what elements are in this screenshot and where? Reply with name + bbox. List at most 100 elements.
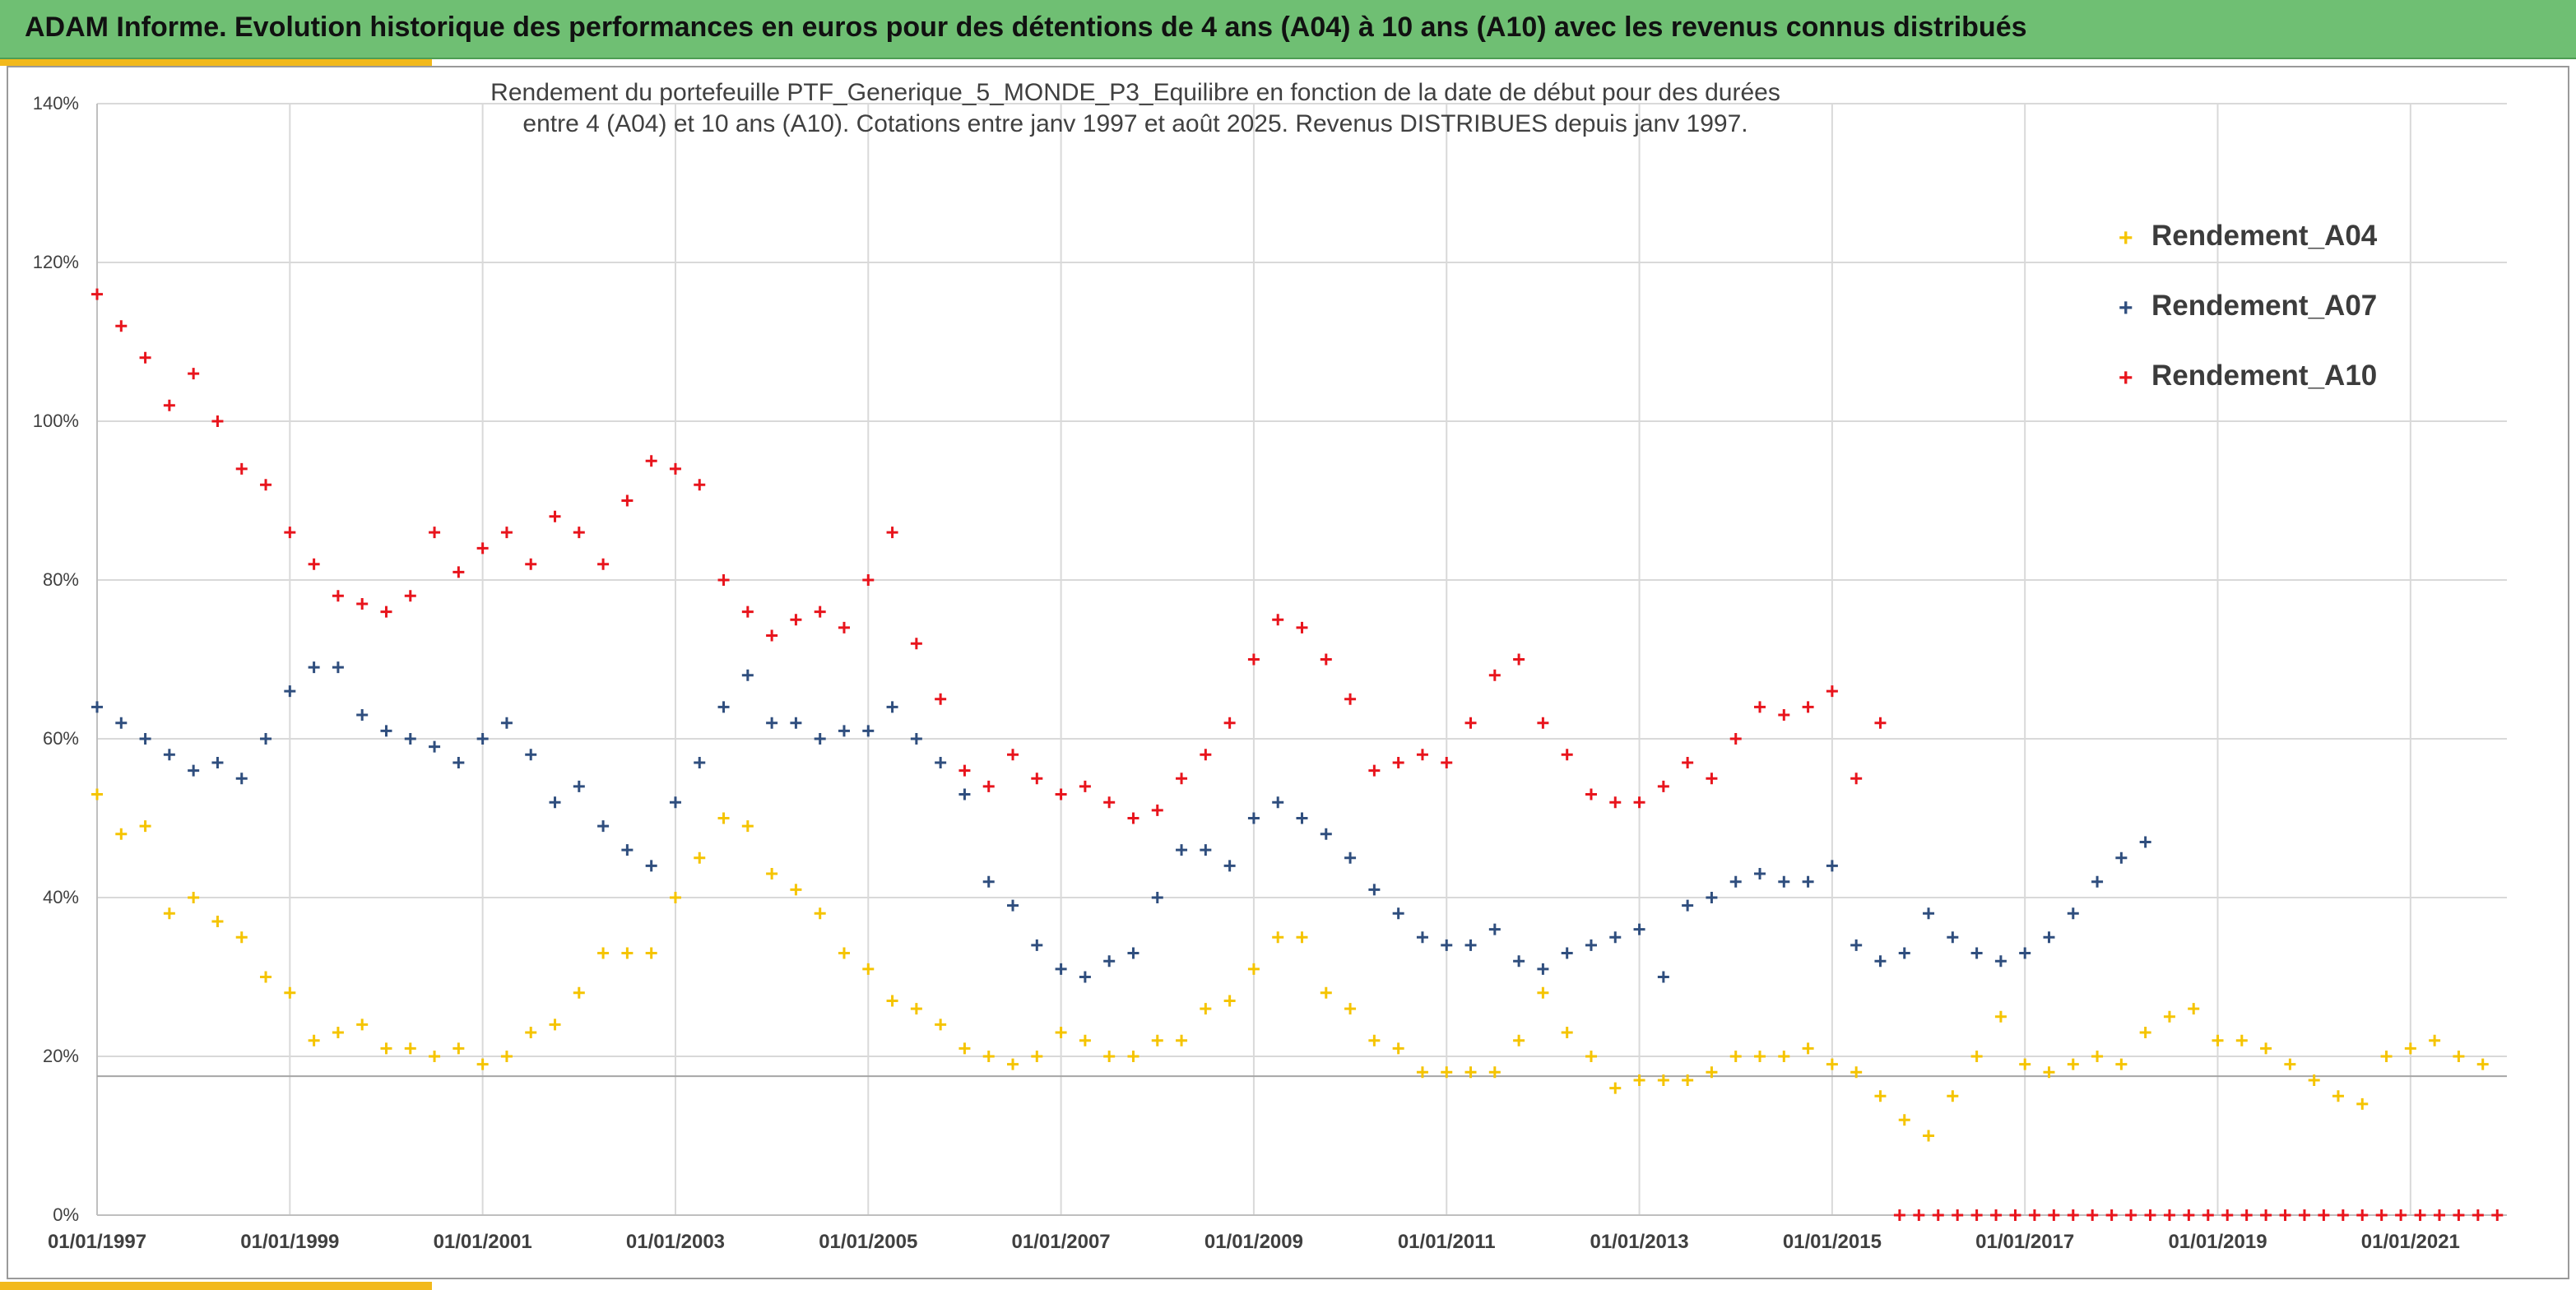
data-point xyxy=(1537,963,1549,975)
data-point xyxy=(139,733,151,745)
data-point xyxy=(1729,1051,1742,1062)
data-point xyxy=(525,749,537,761)
x-tick-label: 01/01/2017 xyxy=(1975,1231,2074,1253)
data-point xyxy=(235,462,248,475)
data-point xyxy=(115,320,128,332)
data-point xyxy=(1176,844,1188,856)
data-point xyxy=(1952,1209,1964,1221)
data-point xyxy=(2067,1209,2079,1221)
data-point xyxy=(1441,756,1453,768)
data-point xyxy=(573,780,585,792)
data-point xyxy=(669,796,681,809)
data-point xyxy=(404,1042,416,1055)
data-point xyxy=(1778,709,1790,722)
legend-label-a10: Rendement_A10 xyxy=(2151,360,2378,392)
x-tick-label: 01/01/2007 xyxy=(1012,1231,1111,1253)
x-tick-label: 01/01/1997 xyxy=(48,1231,146,1253)
data-point xyxy=(1947,931,1959,944)
data-point xyxy=(2380,1051,2393,1062)
data-point xyxy=(886,527,898,539)
data-point xyxy=(188,892,200,903)
data-point xyxy=(1898,1114,1910,1126)
x-tick-label: 01/01/1999 xyxy=(240,1231,339,1253)
data-point xyxy=(163,399,175,411)
data-point xyxy=(1416,931,1428,944)
data-point xyxy=(2188,1003,2200,1015)
plus-marker-icon: + xyxy=(2119,225,2133,252)
data-point xyxy=(2472,1209,2484,1221)
data-point xyxy=(2414,1209,2426,1221)
data-point xyxy=(91,288,103,300)
x-tick-label: 01/01/2011 xyxy=(1398,1231,1496,1253)
data-point xyxy=(2183,1209,2195,1221)
data-point xyxy=(1850,939,1863,951)
data-point xyxy=(958,788,971,800)
data-point xyxy=(429,1051,441,1062)
data-point xyxy=(1344,851,1357,864)
data-point xyxy=(2202,1209,2214,1221)
data-point xyxy=(2476,1058,2489,1070)
data-point xyxy=(669,892,681,903)
data-point xyxy=(1990,1209,2003,1221)
data-point xyxy=(621,947,634,959)
data-point xyxy=(1802,875,1814,888)
y-axis-ticks: 0% 20% 40% 60% 80% 100% 120% 140% xyxy=(33,93,79,1225)
data-point xyxy=(935,1019,947,1031)
data-point xyxy=(766,868,778,880)
data-point xyxy=(1031,1051,1043,1062)
data-point xyxy=(91,701,103,713)
data-point xyxy=(1778,875,1790,888)
data-point xyxy=(139,351,151,364)
y-tick-label: 60% xyxy=(43,728,79,749)
data-point xyxy=(1103,955,1116,968)
data-point xyxy=(2105,1209,2118,1221)
data-point xyxy=(1079,1034,1091,1046)
data-point xyxy=(573,527,585,539)
data-point xyxy=(1464,1066,1477,1079)
data-point xyxy=(1633,1074,1645,1086)
data-point xyxy=(91,788,103,800)
data-point xyxy=(332,1027,344,1039)
data-point xyxy=(1970,1209,1983,1221)
data-point xyxy=(1007,1058,1019,1070)
data-point xyxy=(1513,653,1525,666)
data-point xyxy=(1826,1058,1838,1070)
y-tick-label: 120% xyxy=(33,252,79,272)
data-point xyxy=(1923,1130,1935,1142)
data-point xyxy=(1682,899,1694,912)
data-point xyxy=(549,510,561,522)
data-point xyxy=(1103,796,1116,809)
data-point xyxy=(332,590,344,602)
data-point xyxy=(1609,796,1622,809)
data-point xyxy=(188,368,200,380)
data-point xyxy=(260,971,272,983)
data-point xyxy=(1657,1074,1669,1086)
data-point xyxy=(645,455,657,467)
data-point xyxy=(2091,875,2104,888)
data-point xyxy=(2284,1058,2296,1070)
data-point xyxy=(2048,1209,2060,1221)
data-point xyxy=(982,1051,995,1062)
data-points xyxy=(91,288,2504,1221)
data-point xyxy=(1682,756,1694,768)
data-point xyxy=(1537,986,1549,999)
data-point xyxy=(1513,955,1525,968)
data-point xyxy=(235,931,248,944)
data-point xyxy=(1344,693,1357,705)
data-point xyxy=(1007,749,1019,761)
data-point xyxy=(1055,963,1067,975)
data-point xyxy=(1223,860,1236,872)
data-point xyxy=(694,479,706,491)
data-point xyxy=(1392,1042,1404,1055)
data-point xyxy=(1392,907,1404,920)
data-point xyxy=(2221,1209,2234,1221)
data-point xyxy=(2067,1058,2079,1070)
data-point xyxy=(1368,1034,1381,1046)
data-point xyxy=(935,693,947,705)
data-point xyxy=(1633,923,1645,935)
data-point xyxy=(645,947,657,959)
data-point xyxy=(1320,828,1332,840)
data-point xyxy=(1706,773,1718,785)
data-point xyxy=(838,947,850,959)
data-point xyxy=(1247,963,1260,975)
